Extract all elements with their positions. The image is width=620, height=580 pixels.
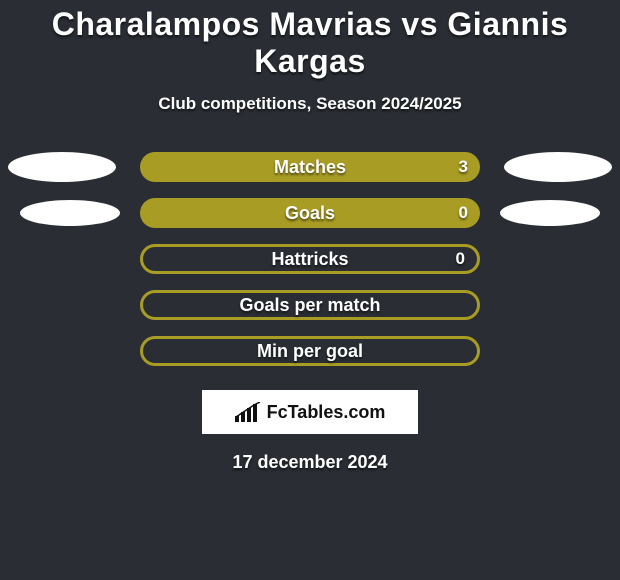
bar-track: Hattricks 0: [140, 244, 480, 274]
bar-value: 3: [459, 157, 468, 177]
bubble-left: [8, 152, 116, 182]
bar-label: Hattricks: [271, 249, 348, 270]
bar-label: Goals: [285, 203, 335, 224]
bubble-right: [500, 200, 600, 226]
brand-chart-icon: [235, 402, 261, 422]
page-title: Charalampos Mavrias vs Giannis Kargas: [0, 6, 620, 80]
brand-badge: FcTables.com: [202, 390, 418, 434]
bar-track: Goals per match: [140, 290, 480, 320]
bar-track: Matches 3: [140, 152, 480, 182]
snapshot-date: 17 december 2024: [232, 452, 387, 473]
bar-value: 0: [456, 249, 465, 269]
bar-row-hattricks: Hattricks 0: [0, 244, 620, 274]
comparison-bars: Matches 3 Goals 0 Hattricks 0 Goals per …: [0, 152, 620, 366]
bar-label: Min per goal: [257, 341, 363, 362]
bar-value: 0: [459, 203, 468, 223]
bar-row-matches: Matches 3: [0, 152, 620, 182]
bar-row-min-per-goal: Min per goal: [0, 336, 620, 366]
brand-name: FcTables.com: [267, 402, 386, 423]
bar-label: Matches: [274, 157, 346, 178]
page-subtitle: Club competitions, Season 2024/2025: [158, 94, 461, 114]
bubble-left: [20, 200, 120, 226]
bar-row-goals: Goals 0: [0, 198, 620, 228]
bubble-right: [504, 152, 612, 182]
bar-track: Min per goal: [140, 336, 480, 366]
bar-track: Goals 0: [140, 198, 480, 228]
bar-row-goals-per-match: Goals per match: [0, 290, 620, 320]
bar-label: Goals per match: [239, 295, 380, 316]
